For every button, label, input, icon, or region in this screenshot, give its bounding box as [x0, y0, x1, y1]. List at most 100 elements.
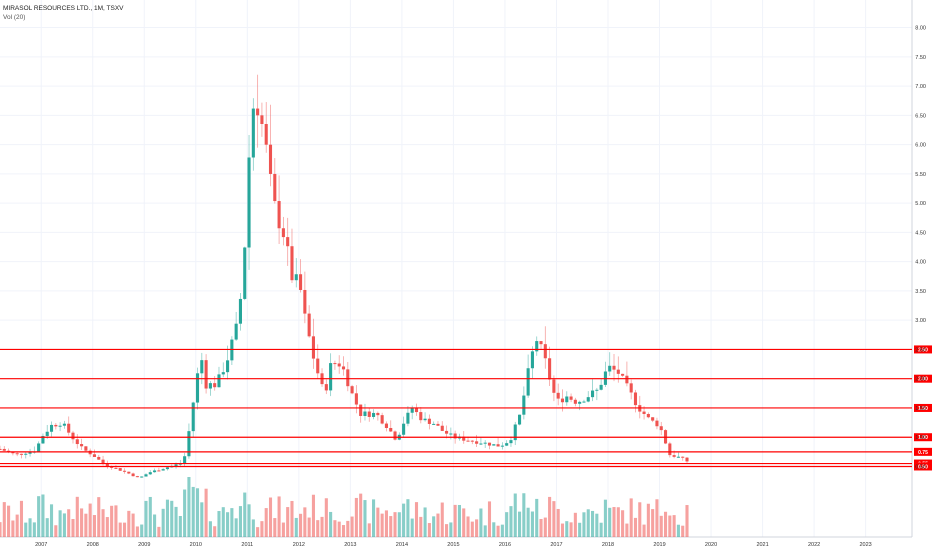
candle-body [612, 365, 616, 370]
candle-body [49, 424, 54, 432]
volume-bar [651, 509, 655, 537]
volume-bar [522, 493, 526, 537]
volume-bar [247, 504, 251, 537]
candle-body [410, 408, 414, 413]
candle-body [62, 423, 66, 426]
candle-body [294, 274, 298, 281]
candle-body [204, 360, 208, 389]
volume-bar [7, 505, 11, 537]
volume-bar [655, 499, 659, 537]
candle-body [37, 443, 41, 452]
volume-bar [62, 513, 66, 537]
candle-body [423, 418, 427, 421]
volume-bar [213, 526, 217, 537]
candle-body [685, 457, 689, 462]
volume-bar [135, 526, 139, 537]
time-tick-label: 2021 [756, 542, 768, 548]
volume-bar [432, 516, 436, 537]
volume-bar [462, 508, 466, 537]
price-axis[interactable]: 0.50 1.00 1.50 2.00 2.50 3.00 3.50 4.00 4.50 5.00… [915, 26, 926, 471]
candle-body [324, 384, 328, 391]
volume-bars [0, 477, 689, 537]
candle-body [578, 401, 582, 404]
volume-bar [97, 497, 101, 537]
candle-body [655, 420, 659, 427]
candle-body [153, 470, 157, 473]
volume-bar [148, 496, 152, 537]
time-axis[interactable]: 2007 2008 2009 2010 2011 2012 2013 2014 2015 2016… [35, 542, 872, 548]
volume-bar [273, 518, 277, 537]
candle-body [303, 289, 307, 314]
volume-bar [165, 499, 170, 537]
candle-body [526, 368, 530, 396]
candle-body [311, 336, 315, 359]
time-tick-label: 2011 [241, 542, 253, 548]
volume-bar [161, 508, 165, 537]
chart-legend: MIRASOL RESOURCES LTD., 1M, TSXV Vol (20… [3, 4, 124, 22]
candle-body [406, 412, 410, 424]
candle-body [432, 423, 436, 425]
volume-bar [466, 516, 470, 537]
candle-body [256, 108, 260, 116]
volume-bar [578, 522, 582, 537]
volume-bar [41, 494, 45, 537]
candle-body [161, 469, 165, 471]
volume-bar [530, 511, 534, 537]
volume-bar [496, 525, 500, 537]
volume-bar [646, 503, 650, 537]
volume-bar [397, 512, 401, 537]
time-tick-label: 2015 [447, 542, 459, 548]
candle-body [599, 384, 603, 390]
volume-bar [260, 521, 264, 537]
candle-body [595, 389, 599, 391]
candle-body [419, 412, 423, 421]
candle-body [672, 455, 676, 457]
candle-body [337, 363, 341, 367]
volume-bar [548, 496, 552, 537]
price-tick-label: 8.00 [915, 26, 926, 32]
volume-bar [539, 518, 543, 537]
volume-bar [84, 513, 88, 537]
volume-bar [672, 515, 676, 537]
volume-bar [2, 502, 6, 537]
volume-bar [479, 508, 483, 537]
price-tick-label: 0.50 [915, 464, 926, 470]
volume-bar [526, 507, 530, 537]
volume-bar [294, 517, 298, 537]
volume-bar [88, 503, 92, 537]
volume-bar [204, 488, 208, 537]
candle-body [539, 341, 543, 345]
volume-bar [290, 500, 294, 537]
candle-body [629, 383, 633, 393]
volume-bar [376, 507, 380, 537]
candle-body [200, 360, 204, 374]
level-price-tag [914, 433, 932, 442]
candle-body [393, 431, 397, 440]
volume-bar [19, 500, 24, 537]
volume-bar [350, 516, 354, 537]
time-tick-label: 2010 [190, 542, 202, 548]
candle-body [625, 375, 629, 384]
candle-body [354, 393, 358, 405]
horizontal-levels[interactable]: 2.502.001.501.000.750.550.50 [0, 345, 932, 471]
volume-bar [612, 507, 616, 537]
volume-bar [127, 510, 131, 537]
candle-body [174, 464, 178, 466]
volume-bar [45, 518, 49, 537]
level-price-tag [914, 345, 932, 354]
candle-body [67, 423, 71, 433]
price-tick-label: 5.50 [915, 172, 926, 178]
candle-body [462, 436, 466, 441]
candle-body [530, 351, 534, 369]
volume-bar [178, 516, 182, 537]
candle-body [243, 247, 247, 299]
candle-body [470, 440, 474, 442]
volume-bar [475, 519, 479, 537]
volume-bar [122, 522, 127, 537]
volume-bar [457, 504, 461, 537]
time-tick-label: 2017 [550, 542, 562, 548]
candle-body [217, 374, 221, 388]
candle-body [195, 373, 200, 403]
candle-body [24, 453, 28, 455]
